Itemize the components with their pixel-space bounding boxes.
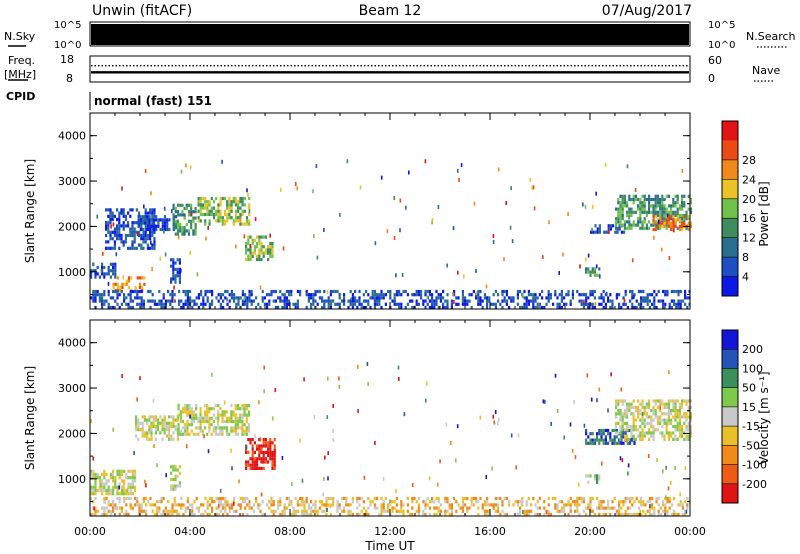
freq-label: Freq. (8, 54, 35, 67)
velocity-ytick-label-1: 2000 (58, 427, 86, 440)
power-colorbar-cell-3 (722, 179, 738, 199)
nave-tick-top: 60 (708, 54, 722, 67)
velocity-colorbar-label: Velocity [m s⁻¹] (757, 371, 771, 464)
xtick-label-3: 12:00 (374, 525, 406, 538)
velocity-colorbar-tick-7: 200 (742, 343, 763, 356)
velocity-ylabel: Slant Range [km] (23, 366, 37, 470)
velocity-colorbar-tick-4: 15 (742, 401, 756, 414)
velocity-ytick-label-0: 1000 (58, 473, 86, 486)
velocity-colorbar-tick-2: -50 (742, 439, 760, 452)
beam-title: Beam 12 (359, 3, 422, 19)
power-colorbar-cell-0 (722, 121, 738, 141)
xtick-label-4: 16:00 (474, 525, 506, 538)
velocity-ytick-label-3: 4000 (58, 337, 86, 350)
velocity-colorbar-tick-5: 50 (742, 382, 756, 395)
freq-panel: Freq. [MHz] 18 8 Nave 60 0 (4, 53, 780, 85)
velocity-region-6 (585, 474, 601, 484)
power-ytick-label-1: 2000 (58, 220, 86, 233)
freq-tick-bottom: 8 (66, 72, 73, 85)
power-colorbar-tick-0: 4 (742, 271, 749, 284)
xaxis-label: Time UT (364, 539, 415, 553)
velocity-colorbar-tick-1: -100 (742, 459, 767, 472)
power-panel: 1000 2000 3000 4000 Slant Range [km] (23, 112, 693, 310)
nave-label: Nave (752, 64, 780, 77)
nsky-tick-bottom: 10^0 (54, 40, 81, 51)
power-region-7 (245, 235, 274, 262)
velocity-scatter (90, 362, 688, 515)
power-colorbar-tick-5: 24 (742, 173, 756, 186)
power-colorbar-cell-4 (722, 198, 738, 219)
velocity-colorbar-cell-8 (722, 483, 738, 504)
power-ytick-label-0: 1000 (58, 266, 86, 279)
xtick-label-5: 20:00 (574, 525, 606, 538)
velocity-panel: 1000 2000 3000 4000 Slant Range [km] (23, 319, 692, 517)
power-colorbar-tick-2: 12 (742, 232, 756, 245)
cpid-label: CPID (6, 90, 35, 103)
time-axis: 00:00 04:00 08:00 12:00 16:00 20:00 00:00 (74, 525, 706, 538)
velocity-region-2 (177, 403, 251, 436)
power-colorbar-tick-1: 8 (742, 251, 749, 264)
velocity-colorbar-cell-5 (722, 426, 738, 446)
velocity-region-3 (170, 465, 181, 491)
velocity-colorbar-tick-6: 100 (742, 362, 763, 375)
velocity-ytick-label-2: 3000 (58, 382, 86, 395)
power-ytick-label-3: 4000 (58, 130, 86, 143)
date-title: 07/Aug/2017 (602, 3, 692, 19)
velocity-region-7 (615, 399, 692, 441)
xtick-label-2: 08:00 (274, 525, 306, 538)
freq-tick-top: 18 (60, 53, 74, 66)
power-colorbar-cell-7 (722, 257, 738, 277)
power-ylabel: Slant Range [km] (23, 159, 37, 263)
nsky-trace (91, 24, 689, 45)
power-colorbar-cell-2 (722, 159, 738, 180)
velocity-axes: 1000 2000 3000 4000 (58, 320, 691, 516)
velocity-colorbar: -200 -100 -50 -15 15 50 100 200 (721, 329, 767, 504)
freq-unit-label: [MHz] (4, 68, 36, 81)
power-colorbar-label: Power [dB] (757, 181, 771, 246)
nsky-tick-top: 10^5 (54, 20, 81, 31)
velocity-colorbar-tick-0: -200 (742, 478, 767, 491)
xtick-label-0: 00:00 (74, 525, 106, 538)
velocity-colorbar-cell-1 (722, 349, 738, 369)
velocity-colorbar-cell-2 (722, 368, 738, 388)
power-colorbar-cell-1 (722, 140, 738, 161)
velocity-colorbar-cell-3 (722, 387, 738, 408)
station-title: Unwin (fitACF) (92, 3, 192, 19)
power-colorbar-cell-6 (722, 237, 738, 258)
velocity-colorbar-cell-6 (722, 445, 738, 465)
nave-tick-bottom: 0 (708, 72, 715, 85)
power-region-11 (652, 215, 693, 232)
power-ytick-label-2: 3000 (58, 175, 86, 188)
velocity-data-layer (90, 362, 692, 517)
power-region-6 (197, 196, 251, 226)
velocity-colorbar-tick-3: -15 (742, 420, 760, 433)
velocity-region-0 (90, 469, 137, 496)
power-colorbar-cell-8 (722, 276, 738, 297)
nsearch-tick-top: 10^5 (708, 20, 735, 31)
velocity-region-8 (90, 496, 691, 517)
nsearch-tick-bottom: 10^0 (708, 40, 735, 51)
power-region-10 (615, 194, 692, 230)
xtick-label-6: 00:00 (674, 525, 706, 538)
power-colorbar-tick-3: 16 (742, 212, 756, 225)
nsky-panel: N.Sky 10^5 10^0 N.Search 10^5 10^0 (4, 20, 796, 51)
power-colorbar-cell-5 (722, 218, 738, 238)
cpid-value: normal (fast) 151 (94, 94, 212, 108)
velocity-colorbar-cell-4 (722, 406, 738, 427)
power-colorbar-tick-6: 28 (742, 154, 756, 167)
xtick-label-1: 04:00 (174, 525, 206, 538)
velocity-colorbar-cell-7 (722, 464, 738, 485)
nsearch-label: N.Search (746, 30, 796, 43)
power-data-layer (90, 159, 693, 310)
power-colorbar: 4 8 12 16 20 24 28 (721, 120, 756, 297)
power-scatter (92, 159, 685, 307)
nsky-trace-top (90, 23, 690, 29)
velocity-colorbar-cell-0 (722, 330, 738, 350)
power-colorbar-tick-4: 20 (742, 193, 756, 206)
nsky-label: N.Sky (4, 30, 36, 43)
power-region-12 (90, 289, 691, 310)
power-region-5 (170, 258, 181, 284)
